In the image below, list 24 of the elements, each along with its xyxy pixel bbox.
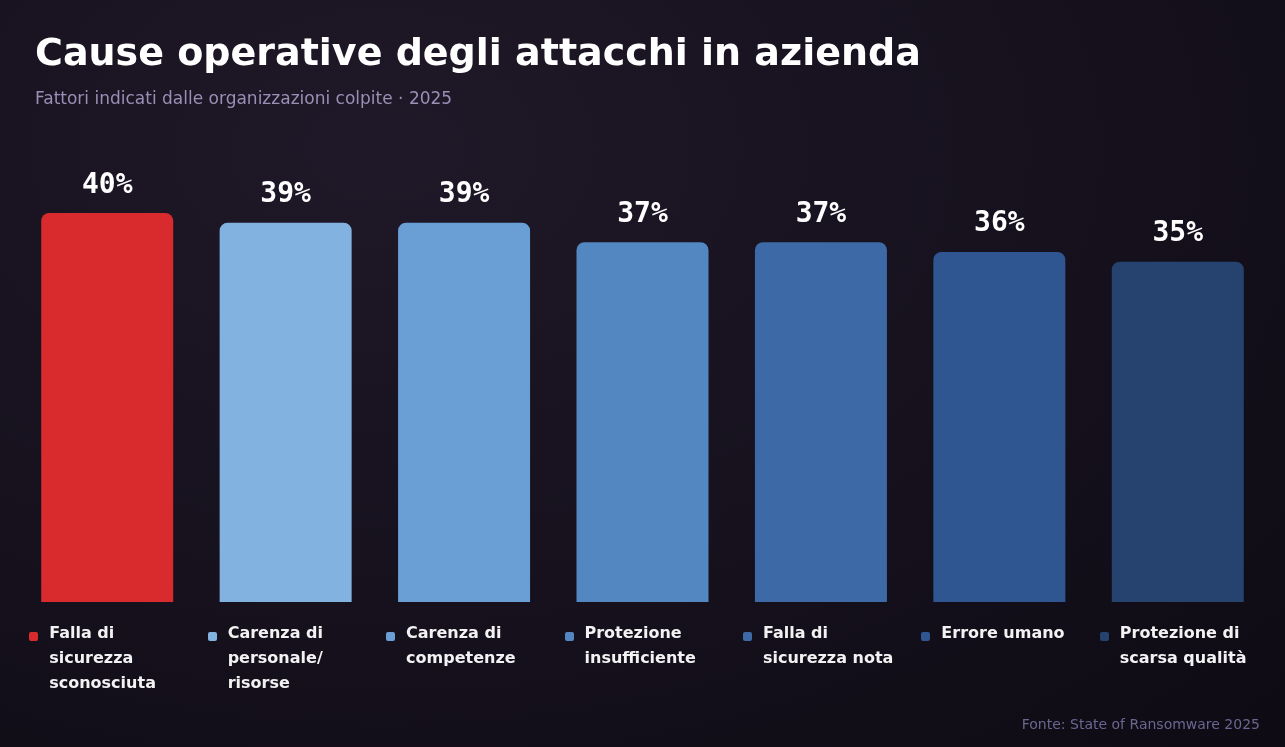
bar — [398, 222, 531, 602]
x-tick-label: Errore umano — [941, 623, 1065, 642]
bar — [933, 251, 1066, 602]
chart-subtitle: Fattori indicati dalle organizzazioni colpite · 2025 — [35, 87, 453, 108]
data-label: 39% — [260, 176, 312, 210]
x-tick-label: Protezione di scarsa qualità — [1119, 623, 1247, 667]
data-label: 37% — [795, 195, 847, 229]
data-label: 36% — [974, 205, 1025, 239]
data-label: 37% — [617, 195, 668, 229]
bar — [219, 222, 352, 602]
bar — [754, 242, 887, 602]
x-tick-label: Falla di sicurezza sconosciuta — [49, 623, 156, 692]
bar — [41, 213, 174, 602]
data-label: 35% — [1152, 215, 1204, 249]
bar — [576, 242, 709, 602]
x-tick-label: Falla di sicurezza nota — [762, 623, 894, 667]
chart-title: Cause operative degli attacchi in azienda — [35, 30, 921, 74]
x-tick-label: Protezione insufficiente — [584, 623, 696, 667]
x-tick-label: Carenza di personale/risorse — [227, 623, 329, 692]
source-note: Fonte: State of Ransomware 2025 — [1021, 716, 1261, 732]
bar — [1111, 261, 1244, 602]
x-tick-label: Carenza di competenze — [406, 623, 516, 667]
data-label: 40% — [81, 166, 133, 200]
data-label: 39% — [438, 176, 490, 210]
